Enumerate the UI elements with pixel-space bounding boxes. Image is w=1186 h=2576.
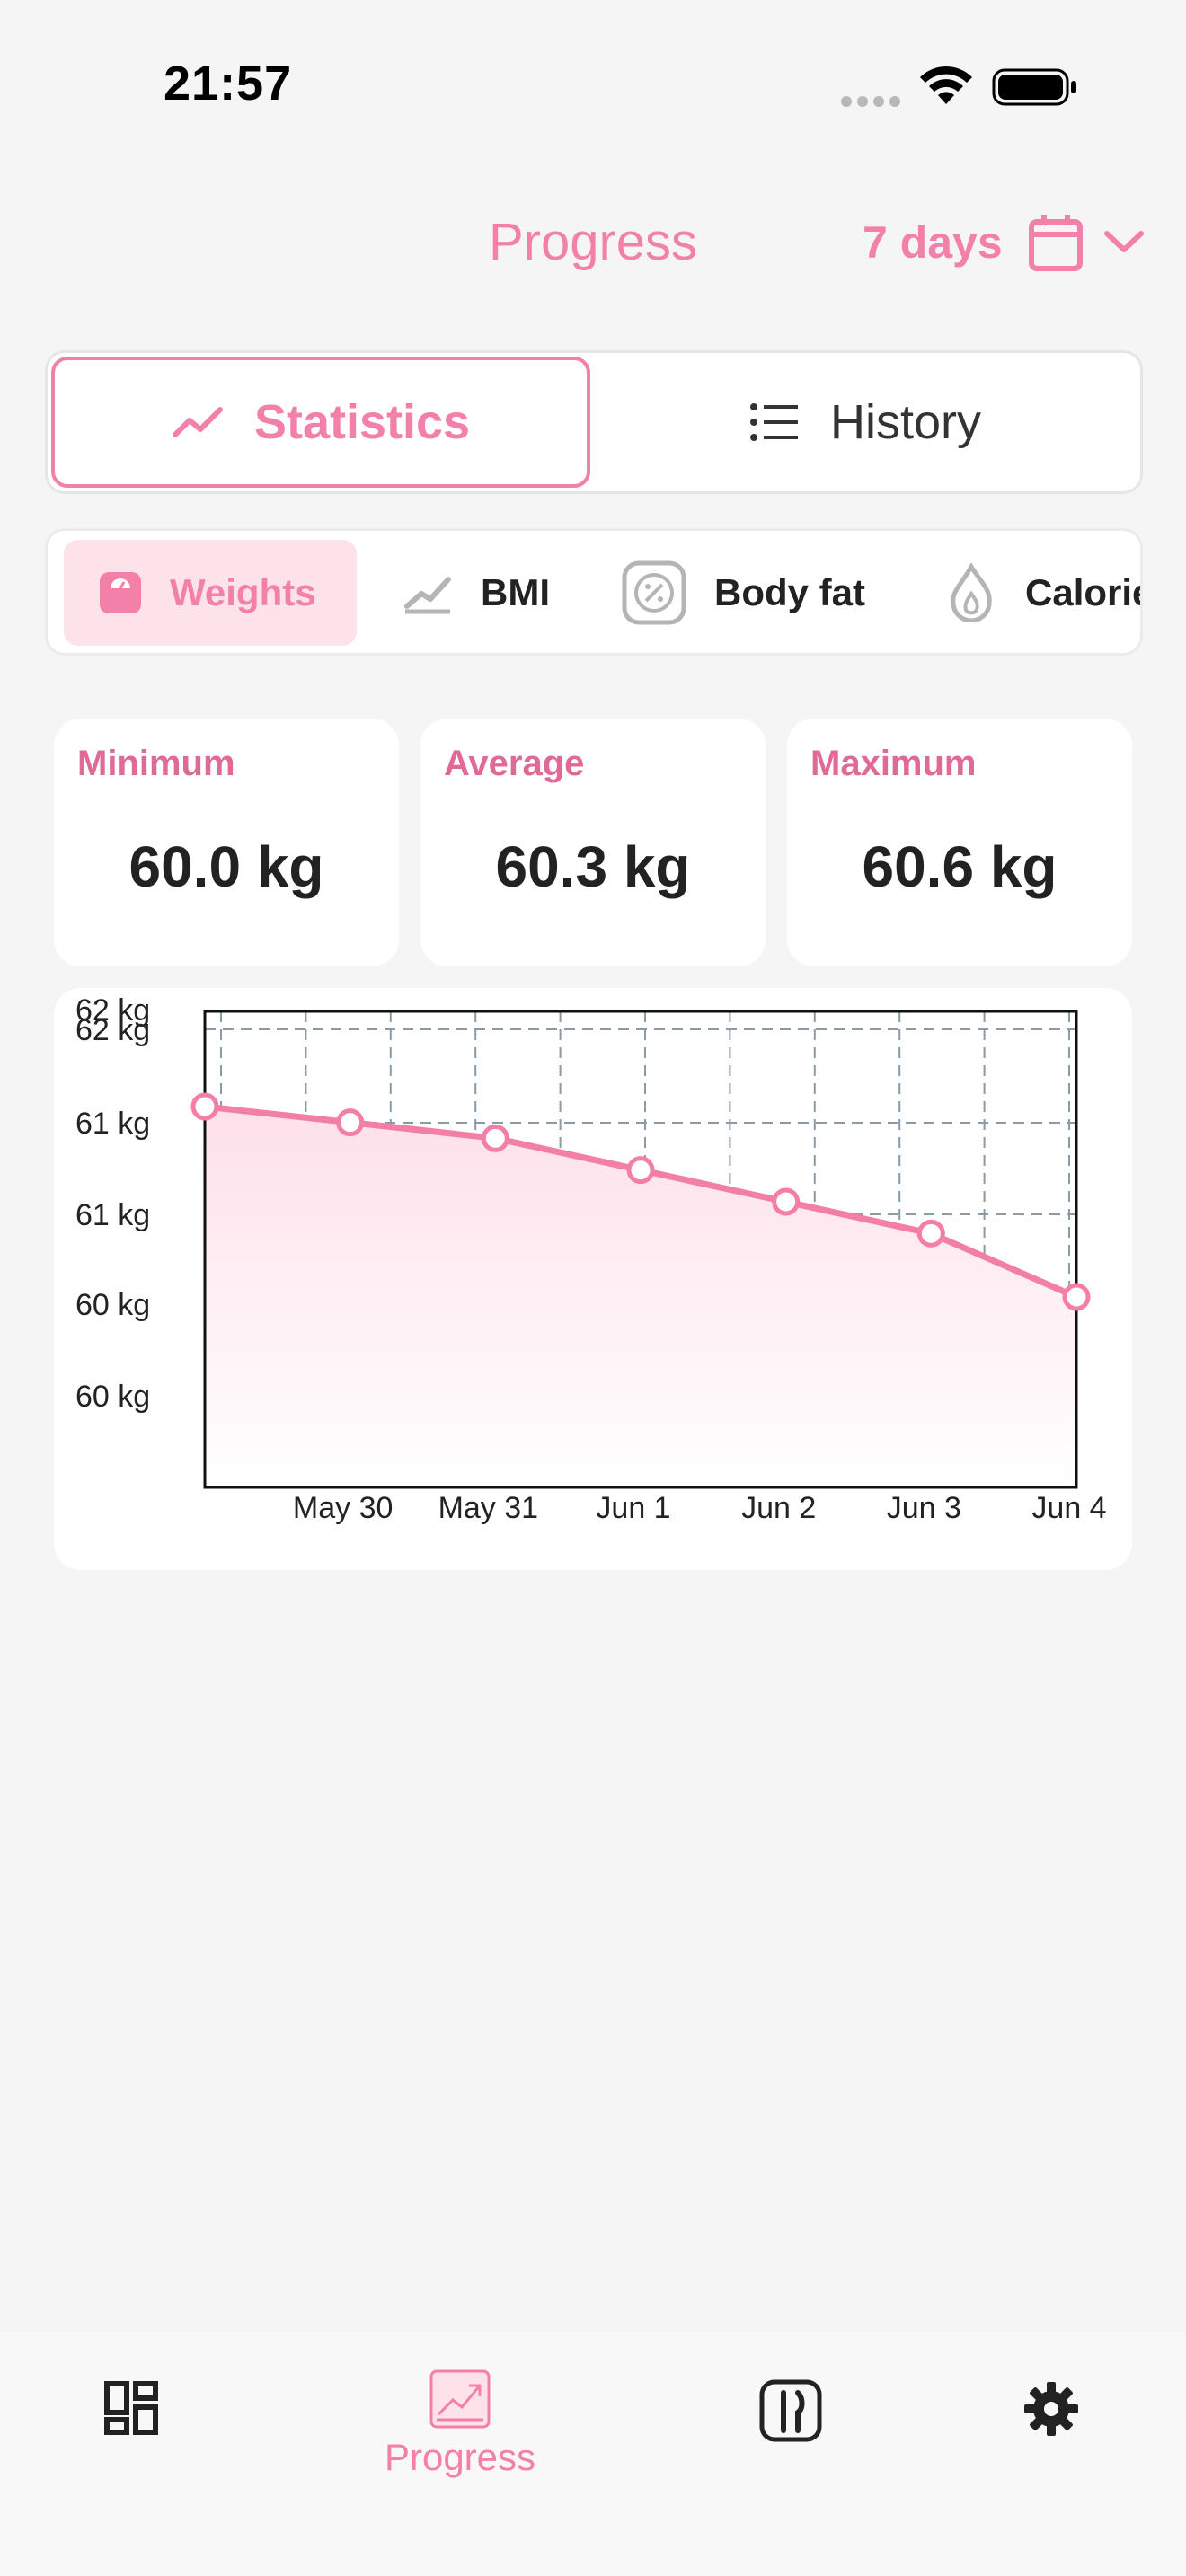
metric-selector: Weights BMI Body fat Calorie <box>45 528 1143 656</box>
x-tick-label: Jun 1 <box>596 1491 670 1525</box>
stat-card-minimum: Minimum 60.0 kg <box>54 719 399 966</box>
y-tick-label: 61 kg <box>75 1198 150 1232</box>
nav-dashboard[interactable] <box>103 2380 159 2436</box>
chip-bmi[interactable]: BMI <box>402 540 550 646</box>
utensils-icon <box>759 2379 822 2442</box>
cellular-signal-icon <box>841 95 906 111</box>
data-point <box>626 1156 655 1185</box>
period-label: 7 days <box>863 217 1003 268</box>
chip-calories[interactable]: Calorie <box>944 540 1143 646</box>
chevron-down-icon <box>1103 231 1144 252</box>
y-tick-label: 62 kg <box>75 1013 150 1047</box>
page-title: Progress <box>488 213 698 271</box>
x-tick-label: Jun 4 <box>1031 1491 1106 1525</box>
chip-weights-label: Weights <box>170 571 316 613</box>
dashboard-icon <box>104 2381 158 2435</box>
nav-progress-label: Progress <box>384 2436 536 2478</box>
data-point <box>772 1187 801 1216</box>
bottom-nav: Progress <box>0 2332 1186 2576</box>
stat-maximum-value: 60.6 kg <box>862 834 1058 899</box>
stat-average-label: Average <box>444 744 585 783</box>
x-tick-label: Jun 2 <box>741 1491 816 1525</box>
x-tick-label: May 30 <box>293 1491 394 1525</box>
percent-icon <box>622 560 686 625</box>
y-tick-label: 60 kg <box>75 1380 150 1414</box>
y-tick-label: 60 kg <box>75 1288 150 1322</box>
series-area <box>205 1107 1076 1487</box>
calendar-icon <box>1028 215 1083 271</box>
data-point <box>916 1219 945 1248</box>
wifi-icon <box>920 66 972 104</box>
progress-chart-icon <box>429 2369 491 2429</box>
tab-history-label: History <box>829 395 981 449</box>
nav-settings[interactable] <box>1022 2380 1080 2438</box>
trend-line-icon <box>172 407 223 437</box>
stat-minimum-label: Minimum <box>77 744 235 783</box>
chip-body-fat[interactable]: Body fat <box>621 540 865 646</box>
data-point <box>190 1092 219 1121</box>
weight-chart-card: 62 kg 62 kg 61 kg 61 kg 60 kg 60 kg May 30 May … <box>54 988 1132 1570</box>
chip-bmi-label: BMI <box>481 571 550 613</box>
bmi-chart-icon <box>404 577 451 614</box>
stat-average-value: 60.3 kg <box>495 834 691 899</box>
tab-history[interactable]: History <box>596 357 1135 488</box>
chip-calories-label: Calorie <box>1025 571 1143 613</box>
gear-icon <box>1024 2382 1078 2436</box>
scale-icon <box>100 572 141 613</box>
nav-progress[interactable]: Progress <box>370 2368 550 2479</box>
stat-card-maximum: Maximum 60.6 kg <box>787 719 1132 966</box>
stat-minimum-value: 60.0 kg <box>128 834 324 899</box>
list-icon <box>749 403 798 441</box>
tab-statistics[interactable]: Statistics <box>51 357 590 488</box>
y-tick-label: 62 kg <box>75 993 150 1028</box>
period-selector[interactable]: 7 days <box>863 207 1146 278</box>
chip-body-fat-label: Body fat <box>714 571 865 613</box>
y-tick-label: 61 kg <box>75 1107 150 1141</box>
battery-icon <box>992 68 1076 106</box>
x-tick-label: Jun 3 <box>887 1491 961 1525</box>
plot-frame <box>203 1010 1078 1489</box>
stat-maximum-label: Maximum <box>810 744 977 783</box>
x-tick-label: May 31 <box>438 1491 539 1525</box>
stat-card-average: Average 60.3 kg <box>420 719 766 966</box>
data-point <box>481 1124 509 1152</box>
data-point <box>1062 1283 1091 1311</box>
chip-weights[interactable]: Weights <box>64 540 357 646</box>
flame-icon <box>951 563 992 622</box>
nav-meals[interactable] <box>758 2378 823 2443</box>
data-point <box>336 1108 365 1137</box>
tab-statistics-label: Statistics <box>253 395 471 449</box>
status-time: 21:57 <box>164 57 293 110</box>
view-segmented-control: Statistics History <box>45 350 1143 494</box>
